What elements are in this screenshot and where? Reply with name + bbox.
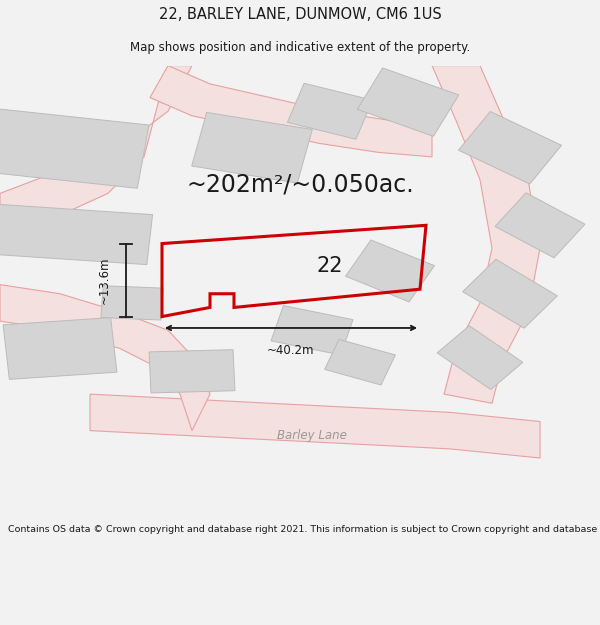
Polygon shape [325,339,395,385]
Polygon shape [346,240,434,302]
Text: Map shows position and indicative extent of the property.: Map shows position and indicative extent… [130,41,470,54]
Polygon shape [90,394,540,458]
Polygon shape [150,66,432,157]
Polygon shape [101,286,163,320]
Text: Barley Lane: Barley Lane [277,429,347,442]
Polygon shape [0,107,149,188]
Polygon shape [463,259,557,328]
Polygon shape [495,192,585,258]
Polygon shape [357,68,459,136]
Polygon shape [3,318,117,379]
Polygon shape [191,112,313,183]
Polygon shape [437,326,523,389]
Polygon shape [458,111,562,184]
Text: ~40.2m: ~40.2m [267,344,315,357]
Polygon shape [432,66,540,403]
Text: 22, BARLEY LANE, DUNMOW, CM6 1US: 22, BARLEY LANE, DUNMOW, CM6 1US [158,7,442,22]
Polygon shape [271,306,353,355]
Polygon shape [149,349,235,393]
Polygon shape [0,284,210,431]
Polygon shape [0,204,152,264]
Polygon shape [0,66,192,239]
Polygon shape [287,83,373,139]
Text: ~202m²/~0.050ac.: ~202m²/~0.050ac. [186,173,414,196]
Text: Contains OS data © Crown copyright and database right 2021. This information is : Contains OS data © Crown copyright and d… [8,525,600,534]
Text: ~13.6m: ~13.6m [98,256,111,304]
Text: 22: 22 [317,256,343,276]
